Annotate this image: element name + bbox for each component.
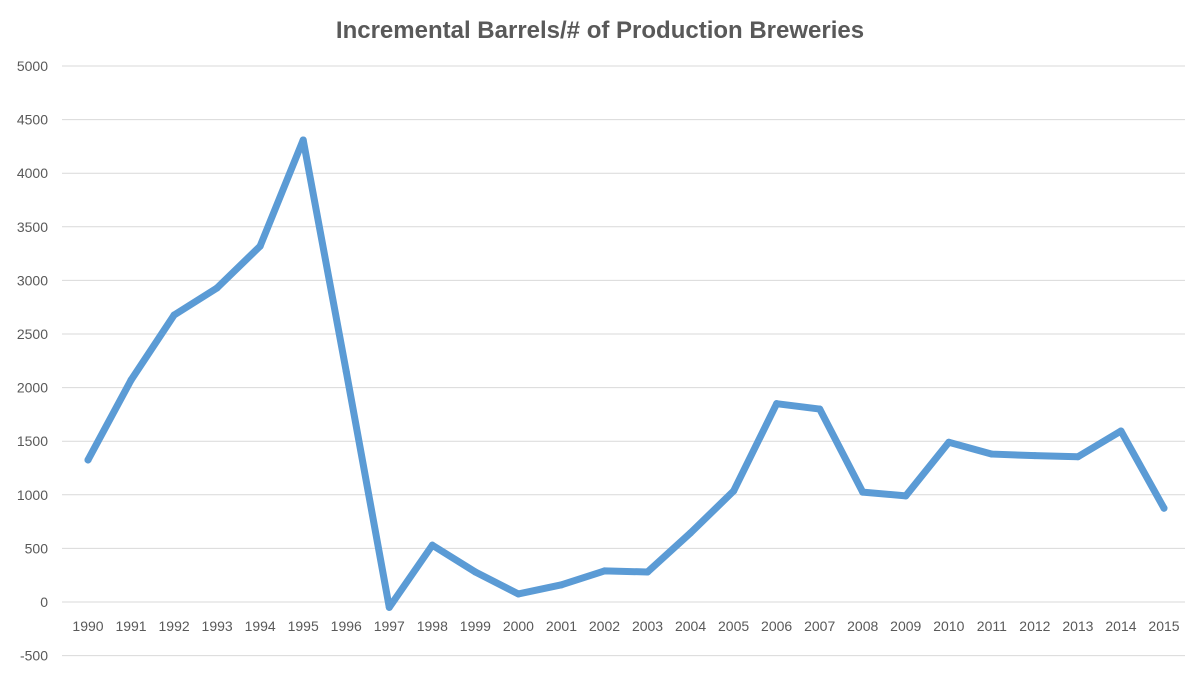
y-tick-label: 3000: [17, 272, 48, 288]
x-tick-label: 2008: [847, 618, 878, 634]
data-point: [1031, 452, 1039, 460]
x-tick-label: 2003: [632, 618, 663, 634]
y-tick-label: 1500: [17, 433, 48, 449]
x-tick-label: 2000: [503, 618, 534, 634]
y-tick-label: 1000: [17, 487, 48, 503]
data-point: [385, 603, 393, 611]
x-tick-label: 1992: [159, 618, 190, 634]
data-point: [256, 242, 264, 250]
x-tick-label: 2005: [718, 618, 749, 634]
x-tick-label: 1999: [460, 618, 491, 634]
data-point: [902, 492, 910, 500]
data-point: [514, 590, 522, 598]
x-tick-label: 2009: [890, 618, 921, 634]
x-tick-label: 2012: [1019, 618, 1050, 634]
data-point: [471, 568, 479, 576]
data-point: [816, 405, 824, 413]
y-tick-label: 2000: [17, 380, 48, 396]
data-point: [557, 581, 565, 589]
x-tick-label: 2002: [589, 618, 620, 634]
y-tick-label: 4000: [17, 165, 48, 181]
y-tick-label: 4500: [17, 112, 48, 128]
x-tick-label: 1998: [417, 618, 448, 634]
x-tick-label: 2013: [1062, 618, 1093, 634]
x-tick-label: 1993: [202, 618, 233, 634]
y-tick-label: 2500: [17, 326, 48, 342]
x-tick-label: 2010: [933, 618, 964, 634]
chart-title: Incremental Barrels/# of Production Brew…: [336, 17, 864, 44]
data-point: [1074, 453, 1082, 461]
x-tick-label: 2006: [761, 618, 792, 634]
data-point: [428, 541, 436, 549]
y-axis-ticks: -500 0 500 1000 1500 2000 2500 3000 3500 4000 4500…: [17, 58, 48, 664]
data-point: [730, 487, 738, 495]
data-point: [1160, 504, 1168, 512]
x-tick-label: 2004: [675, 618, 706, 634]
series-line: [84, 136, 1168, 611]
data-point: [299, 136, 307, 144]
data-point: [687, 529, 695, 537]
y-tick-label: 0: [40, 594, 48, 610]
data-point: [213, 284, 221, 292]
y-tick-label: 500: [25, 540, 49, 556]
data-point: [644, 568, 652, 576]
data-point: [773, 400, 781, 408]
data-point: [342, 368, 350, 376]
x-tick-label: 2015: [1148, 618, 1179, 634]
x-tick-label: 1994: [245, 618, 276, 634]
data-point: [859, 488, 867, 496]
series-line-group: [84, 136, 1168, 611]
y-tick-label: -500: [20, 648, 48, 664]
x-tick-label: 1996: [331, 618, 362, 634]
data-point: [84, 456, 92, 464]
gridlines: [62, 65, 1185, 657]
x-axis-ticks: 1990 1991 1992 1993 1994 1995 1996 1997 1998 1999…: [72, 618, 1179, 634]
data-point: [600, 567, 608, 575]
data-point: [1117, 427, 1125, 435]
y-tick-label: 5000: [17, 58, 48, 74]
x-tick-label: 1995: [288, 618, 319, 634]
data-point: [945, 438, 953, 446]
data-point: [127, 376, 135, 384]
x-tick-label: 2001: [546, 618, 577, 634]
x-tick-label: 1990: [72, 618, 103, 634]
y-tick-label: 3500: [17, 219, 48, 235]
x-tick-label: 2007: [804, 618, 835, 634]
x-tick-label: 1991: [115, 618, 146, 634]
data-point: [170, 311, 178, 319]
data-point: [988, 450, 996, 458]
x-tick-label: 1997: [374, 618, 405, 634]
x-tick-label: 2011: [977, 618, 1007, 634]
x-tick-label: 2014: [1105, 618, 1136, 634]
